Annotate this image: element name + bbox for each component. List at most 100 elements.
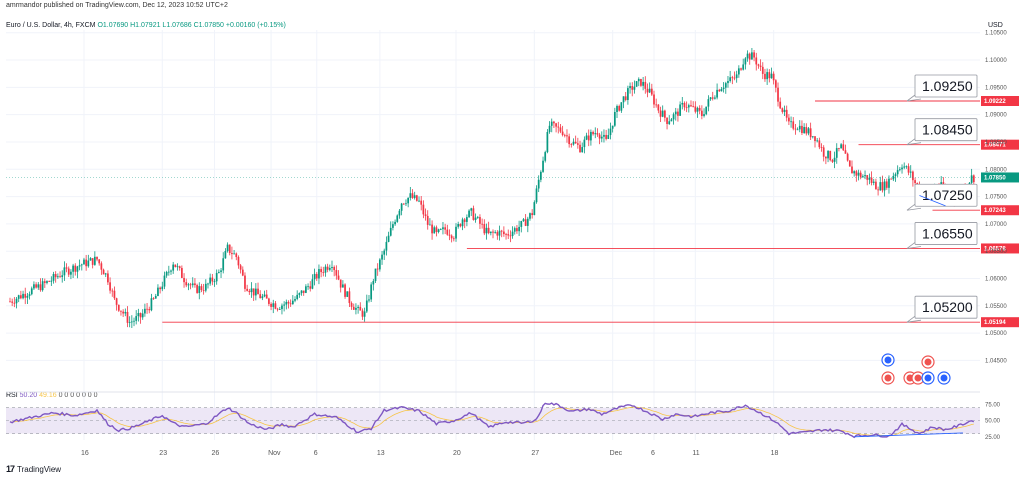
candle-body bbox=[674, 111, 677, 115]
candle-body bbox=[803, 127, 805, 133]
candle-body bbox=[463, 219, 466, 222]
symbol-title[interactable]: Euro / U.S. Dollar, 4h, FXCM bbox=[6, 22, 96, 29]
level-price-tag bbox=[981, 317, 1019, 328]
candle-body bbox=[587, 135, 590, 141]
candle-body bbox=[83, 259, 85, 265]
candle-body bbox=[670, 119, 673, 122]
level-price-value: 1.06578 bbox=[984, 246, 1006, 252]
candle-body bbox=[901, 167, 903, 170]
candle-body bbox=[165, 271, 168, 276]
candle-body bbox=[694, 106, 697, 112]
candle-body bbox=[363, 311, 366, 317]
candle-body bbox=[355, 307, 357, 310]
candle-body bbox=[274, 303, 277, 309]
candle-body bbox=[120, 310, 122, 312]
candle-body bbox=[705, 106, 708, 115]
candle-body bbox=[609, 128, 612, 136]
candle-body bbox=[104, 273, 107, 275]
candle-body bbox=[590, 131, 592, 141]
candle-body bbox=[909, 171, 912, 173]
candle-body bbox=[498, 230, 501, 236]
level-price-value: 1.08471 bbox=[984, 143, 1006, 149]
candle-body bbox=[624, 96, 627, 100]
x-tick-label: 26 bbox=[212, 450, 220, 457]
candle-body bbox=[426, 215, 429, 225]
candle-body bbox=[581, 147, 584, 153]
candle-body bbox=[635, 81, 638, 87]
candle-body bbox=[642, 81, 644, 86]
candle-body bbox=[576, 143, 579, 145]
candle-body bbox=[737, 68, 740, 75]
candle-body bbox=[855, 171, 858, 176]
x-tick-label: Dec bbox=[610, 450, 623, 457]
candle-body bbox=[535, 188, 538, 203]
tradingview-brand[interactable]: 17 TradingView bbox=[6, 464, 61, 474]
candle-body bbox=[768, 72, 771, 79]
candle-body bbox=[755, 57, 758, 65]
candle-body bbox=[757, 64, 760, 66]
candle-body bbox=[89, 258, 92, 261]
candle-body bbox=[263, 294, 266, 297]
candle-body bbox=[574, 141, 577, 144]
candle-body bbox=[533, 202, 536, 216]
candle-body bbox=[124, 311, 127, 314]
candle-body bbox=[679, 104, 681, 116]
candle-body bbox=[139, 313, 142, 318]
candle-body bbox=[801, 125, 803, 133]
candle-body bbox=[481, 223, 483, 225]
candle-body bbox=[509, 235, 512, 237]
candle-body bbox=[907, 166, 910, 173]
candle-body bbox=[714, 97, 716, 99]
candle-body bbox=[305, 286, 307, 293]
candle-body bbox=[809, 128, 812, 138]
candle-body bbox=[733, 77, 736, 79]
candle-body bbox=[703, 114, 705, 116]
candle-body bbox=[585, 135, 588, 140]
candle-body bbox=[666, 117, 668, 124]
rsi-name[interactable]: RSI bbox=[6, 392, 18, 399]
candle-body bbox=[268, 298, 270, 304]
candle-body bbox=[378, 259, 381, 270]
candle-body bbox=[611, 125, 614, 129]
candle-body bbox=[646, 88, 649, 93]
candle-body bbox=[152, 298, 155, 300]
economic-event-flag bbox=[924, 374, 932, 382]
candle-body bbox=[109, 282, 111, 291]
candle-body bbox=[178, 266, 181, 269]
candle-body bbox=[117, 304, 120, 311]
candle-body bbox=[70, 271, 72, 275]
candle-body bbox=[352, 306, 355, 310]
candle-body bbox=[154, 295, 157, 299]
candle-body bbox=[211, 277, 214, 282]
candle-body bbox=[859, 172, 862, 178]
candle-body bbox=[487, 227, 490, 234]
candle-body bbox=[811, 136, 814, 138]
level-callout-label: 1.08450 bbox=[922, 122, 973, 138]
candle-body bbox=[115, 298, 118, 305]
candle-body bbox=[337, 275, 340, 280]
candle-body bbox=[93, 256, 96, 265]
candle-body bbox=[400, 203, 403, 211]
candle-body bbox=[294, 299, 296, 301]
level-callout-label: 1.06550 bbox=[922, 225, 973, 241]
candle-body bbox=[200, 286, 203, 290]
candle-body bbox=[500, 230, 503, 232]
candle-body bbox=[790, 121, 792, 123]
candle-body bbox=[204, 283, 207, 291]
candle-body bbox=[435, 227, 438, 232]
candle-body bbox=[74, 265, 77, 272]
candle-body bbox=[707, 99, 710, 107]
candle-body bbox=[912, 171, 914, 181]
candle-body bbox=[233, 253, 235, 255]
candle-body bbox=[159, 287, 161, 290]
candle-body bbox=[468, 210, 470, 218]
candle-body bbox=[779, 101, 782, 109]
candle-body bbox=[415, 195, 418, 201]
candle-body bbox=[631, 86, 634, 90]
candle-body bbox=[431, 224, 433, 234]
candle-body bbox=[459, 224, 462, 227]
currency-label[interactable]: USD bbox=[988, 22, 1003, 29]
callout-pointer bbox=[906, 315, 922, 323]
candle-body bbox=[320, 269, 322, 273]
